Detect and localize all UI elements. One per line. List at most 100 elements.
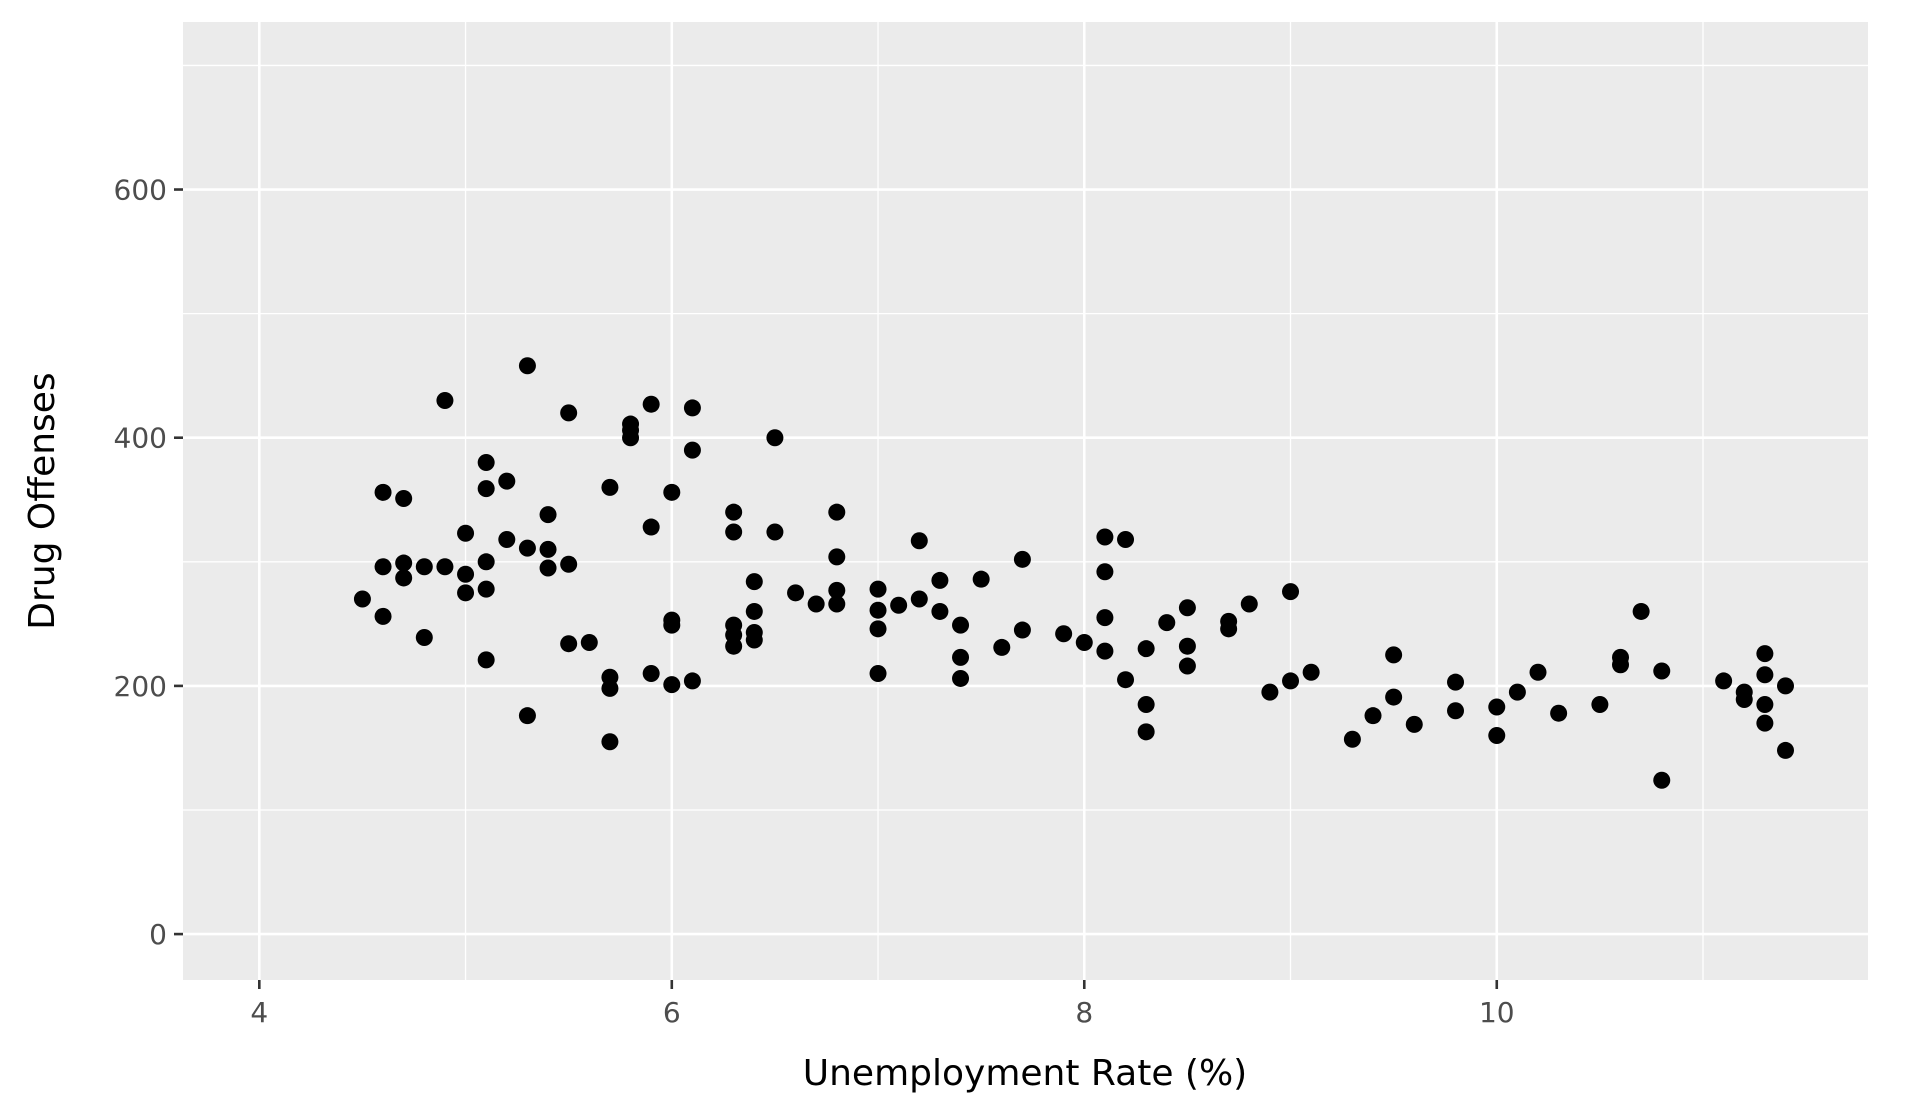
scatter-point [828, 503, 846, 521]
scatter-point [1405, 715, 1423, 733]
x-tick-label: 8 [1075, 996, 1093, 1029]
scatter-point [1137, 696, 1155, 714]
scatter-point [477, 480, 495, 498]
scatter-point [1756, 666, 1774, 684]
scatter-point [560, 404, 578, 422]
plot-panel [183, 22, 1868, 980]
scatter-point [1117, 671, 1135, 689]
scatter-point [683, 399, 701, 417]
scatter-point [395, 490, 413, 508]
scatter-point [993, 638, 1011, 656]
scatter-point [663, 676, 681, 694]
scatter-point [1096, 609, 1114, 627]
scatter-point [931, 602, 949, 620]
scatter-point [1756, 696, 1774, 714]
scatter-point [828, 581, 846, 599]
scatter-point [1756, 714, 1774, 732]
scatter-point [642, 518, 660, 536]
scatter-point [622, 429, 640, 447]
scatter-point [787, 584, 805, 602]
scatter-point [869, 580, 887, 598]
scatter-point [539, 540, 557, 558]
scatter-point [766, 523, 784, 541]
scatter-point [1096, 528, 1114, 546]
scatter-point [560, 635, 578, 653]
scatter-point [477, 651, 495, 669]
scatter-point [828, 548, 846, 566]
scatter-point [498, 530, 516, 548]
scatter-point [642, 395, 660, 413]
scatter-point [457, 584, 475, 602]
scatter-point [1261, 683, 1279, 701]
scatter-point [1013, 621, 1031, 639]
scatter-point [1220, 620, 1238, 638]
scatter-point [725, 503, 743, 521]
scatter-point [395, 569, 413, 587]
scatter-point [1488, 698, 1506, 716]
scatter-point [1282, 672, 1300, 690]
y-axis: 0 200 400 600 [114, 174, 183, 951]
scatter-point [477, 454, 495, 472]
scatter-point [1550, 704, 1568, 722]
scatter-point [663, 483, 681, 501]
x-tick-label: 10 [1479, 996, 1515, 1029]
scatter-point [766, 429, 784, 447]
scatter-point [1653, 771, 1671, 789]
scatter-point [1488, 727, 1506, 745]
scatter-point [1591, 696, 1609, 714]
scatter-point [601, 679, 619, 697]
scatter-point [1612, 656, 1630, 674]
scatter-point [457, 565, 475, 583]
scatter-point [1385, 646, 1403, 664]
scatter-point [374, 558, 392, 576]
scatter-point [1178, 657, 1196, 675]
scatter-point [828, 595, 846, 613]
scatter-point [436, 558, 454, 576]
scatter-point [477, 580, 495, 598]
scatter-point [807, 595, 825, 613]
scatter-point [1364, 707, 1382, 725]
scatter-point [869, 620, 887, 638]
scatter-point [1529, 663, 1547, 681]
scatter-point [1632, 602, 1650, 620]
y-tick-label: 200 [114, 670, 167, 703]
scatter-point [1158, 614, 1176, 632]
scatter-point [518, 539, 536, 557]
scatter-point [1096, 642, 1114, 660]
scatter-point [415, 629, 433, 647]
scatter-point [745, 602, 763, 620]
scatter-point [601, 733, 619, 751]
scatter-point [498, 472, 516, 490]
scatter-point [683, 441, 701, 459]
scatter-point [1343, 730, 1361, 748]
major-gridlines [183, 22, 1868, 980]
scatter-point [972, 570, 990, 588]
scatter-point [952, 648, 970, 666]
scatter-point [353, 590, 371, 608]
scatter-point [931, 571, 949, 589]
x-tick-label: 4 [250, 996, 268, 1029]
scatter-point [952, 616, 970, 634]
scatter-point [560, 555, 578, 573]
scatter-point [1178, 637, 1196, 655]
scatter-point [580, 633, 598, 651]
x-axis-title: Unemployment Rate (%) [803, 1053, 1247, 1094]
scatter-point [910, 532, 928, 550]
scatter-point [1447, 702, 1465, 720]
scatter-point [1055, 625, 1073, 643]
scatter-point [539, 506, 557, 524]
scatter-point [1096, 563, 1114, 581]
scatter-point [1735, 691, 1753, 709]
scatter-point [374, 607, 392, 625]
scatter-point [1137, 640, 1155, 658]
scatter-point [518, 357, 536, 375]
y-tick-label: 0 [149, 918, 167, 951]
scatter-point [725, 523, 743, 541]
scatter-point [1302, 663, 1320, 681]
x-axis: 4 6 8 10 [250, 980, 1515, 1029]
y-tick-label: 400 [114, 422, 167, 455]
scatter-point [1137, 723, 1155, 741]
scatter-point [1385, 688, 1403, 706]
scatter-point [1777, 741, 1795, 759]
